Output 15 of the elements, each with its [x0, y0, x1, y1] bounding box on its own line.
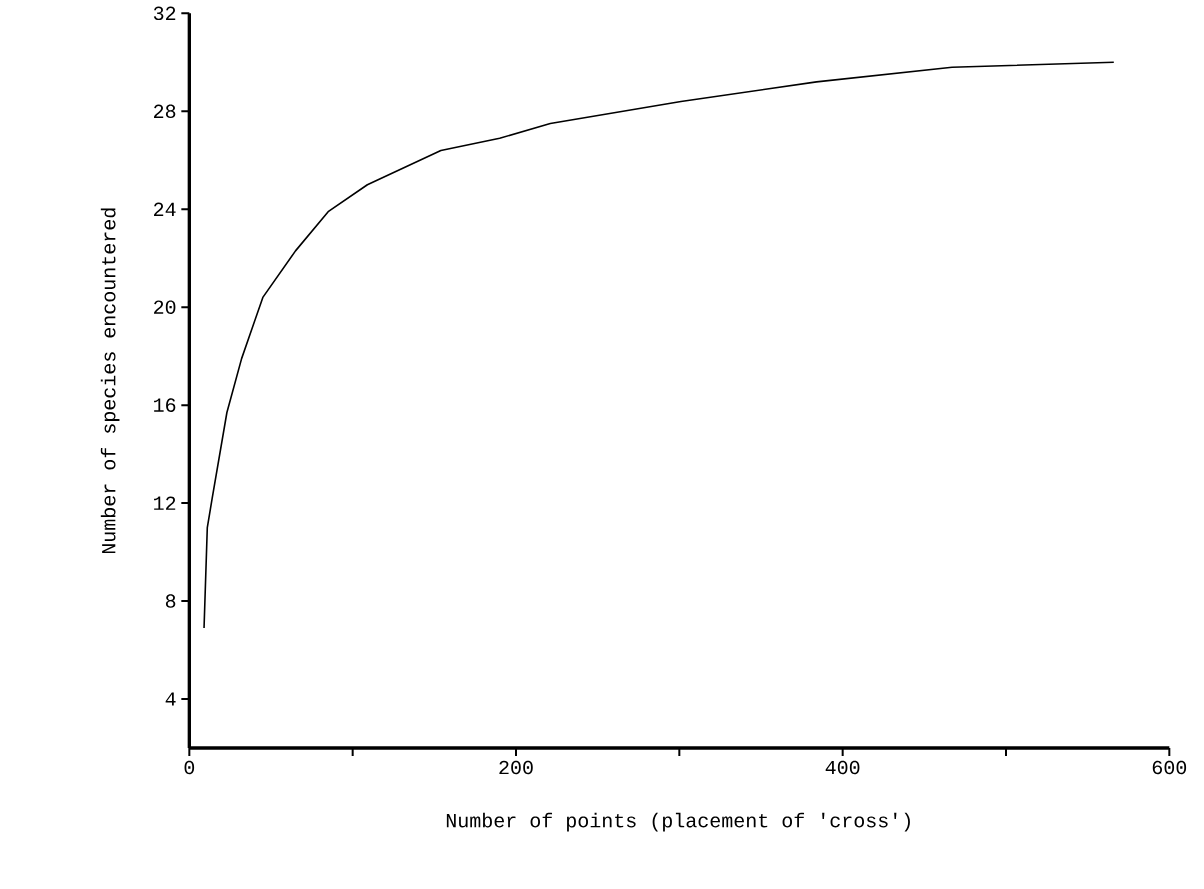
y-tick-label: 28 [154, 104, 176, 118]
x-tick-label: 400 [825, 760, 860, 775]
y-tick-label: 16 [154, 398, 176, 412]
y-tick-label: 4 [165, 692, 176, 706]
x-axis-title: Number of points (placement of 'cross') [446, 812, 910, 832]
x-tick-label: 0 [184, 760, 195, 775]
y-tick-label: 8 [165, 594, 176, 608]
y-axis-title: Number of species encountered [100, 208, 120, 553]
y-tick-label: 12 [154, 496, 176, 510]
y-tick-label: 24 [154, 202, 176, 216]
line-series [203, 61, 1115, 629]
y-tick-label: 32 [153, 6, 176, 20]
x-tick-label: 200 [499, 760, 533, 775]
x-tick-label: 600 [1152, 760, 1187, 775]
y-tick-label: 20 [154, 300, 176, 314]
